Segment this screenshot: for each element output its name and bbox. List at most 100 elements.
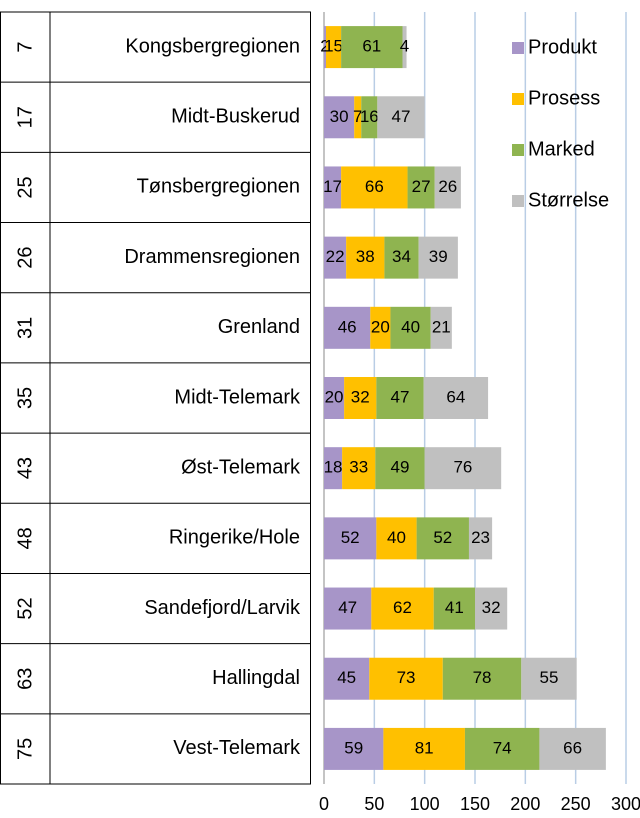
data-label: 20 xyxy=(325,387,344,406)
category-label: Drammensregionen xyxy=(124,246,300,268)
data-label: 26 xyxy=(438,177,457,196)
data-label: 17 xyxy=(323,177,342,196)
bar-segment xyxy=(376,377,424,419)
legend-swatch xyxy=(512,195,524,207)
legend-swatch xyxy=(512,93,524,105)
data-label: 73 xyxy=(397,668,416,687)
bar-segment xyxy=(324,306,371,349)
bar-segment xyxy=(383,727,465,770)
bar-segment xyxy=(342,447,376,490)
rank-label: 17 xyxy=(14,106,36,128)
bar-segment xyxy=(407,166,435,209)
data-label: 16 xyxy=(360,107,379,126)
data-label: 7 xyxy=(353,107,362,126)
data-label: 15 xyxy=(324,37,343,56)
data-label: 49 xyxy=(391,458,410,477)
bar-segment xyxy=(324,727,384,770)
data-label: 41 xyxy=(445,598,464,617)
category-label: Midt-Buskerud xyxy=(171,106,300,128)
bar-segment xyxy=(390,306,431,349)
data-label: 23 xyxy=(471,528,490,547)
table-border xyxy=(0,11,311,785)
data-label: 52 xyxy=(341,528,360,547)
bar-segment xyxy=(341,26,403,69)
data-label: 20 xyxy=(371,317,390,336)
rank-label: 7 xyxy=(14,42,36,53)
bar-segment xyxy=(324,657,370,700)
data-label: 40 xyxy=(387,528,406,547)
data-label: 81 xyxy=(415,738,434,757)
rank-label: 26 xyxy=(14,247,36,269)
data-label: 46 xyxy=(338,317,357,336)
bar-segment xyxy=(341,166,408,209)
data-label: 55 xyxy=(540,668,559,687)
bar-segment xyxy=(402,26,407,69)
data-label: 34 xyxy=(392,247,411,266)
bar-segment xyxy=(442,657,522,700)
data-label: 47 xyxy=(338,598,357,617)
data-label: 47 xyxy=(392,107,411,126)
legend-label: Størrelse xyxy=(528,189,609,211)
bar-segment xyxy=(416,517,469,560)
bar-segment xyxy=(324,587,372,630)
bar-segment xyxy=(324,447,343,490)
bar-segment xyxy=(464,727,540,770)
data-label: 32 xyxy=(482,598,501,617)
category-label: Grenland xyxy=(218,316,300,338)
category-label: Tønsbergregionen xyxy=(137,176,300,198)
bar-segment xyxy=(324,166,342,209)
x-tick-label: 300 xyxy=(611,794,640,814)
data-label: 61 xyxy=(362,37,381,56)
bar-segment xyxy=(324,96,355,139)
bar-segment xyxy=(375,447,425,490)
data-label: 76 xyxy=(453,458,472,477)
x-tick-label: 150 xyxy=(460,794,490,814)
data-label: 64 xyxy=(446,387,465,406)
data-label: 78 xyxy=(473,668,492,687)
bar-segment xyxy=(434,166,461,209)
legend-label: Marked xyxy=(528,138,595,160)
category-label: Vest-Telemark xyxy=(173,737,301,759)
legend-swatch xyxy=(512,144,524,156)
bar-segment xyxy=(376,517,417,560)
bar-segment xyxy=(423,377,489,419)
bar-segment xyxy=(430,306,452,349)
data-label: 4 xyxy=(400,37,409,56)
bar-segment xyxy=(370,306,391,349)
data-label: 30 xyxy=(330,107,349,126)
data-label: 45 xyxy=(337,668,356,687)
data-label: 27 xyxy=(412,177,431,196)
data-label: 47 xyxy=(391,387,410,406)
x-tick-label: 100 xyxy=(410,794,440,814)
bar-segment xyxy=(324,377,345,419)
data-label: 74 xyxy=(493,738,512,757)
data-label: 38 xyxy=(356,247,375,266)
bar-segment xyxy=(418,236,458,279)
category-label: Kongsbergregionen xyxy=(125,35,300,57)
data-label: 32 xyxy=(351,387,370,406)
bar-segment xyxy=(326,26,342,69)
bar-segment xyxy=(354,96,362,139)
bar-segment xyxy=(475,587,508,630)
data-label: 59 xyxy=(344,738,363,757)
x-tick-label: 0 xyxy=(319,794,329,814)
data-label: 22 xyxy=(326,247,345,266)
rank-label: 63 xyxy=(14,668,36,690)
bar-segment xyxy=(324,517,377,560)
bar-segment xyxy=(521,657,577,700)
bar-segment xyxy=(324,236,347,279)
rank-label: 43 xyxy=(14,457,36,479)
bar-segment xyxy=(539,727,606,770)
data-label: 18 xyxy=(324,458,343,477)
category-label: Ringerike/Hole xyxy=(169,527,300,549)
x-tick-label: 200 xyxy=(510,794,540,814)
bar-segment xyxy=(344,377,377,419)
rank-label: 31 xyxy=(14,317,36,339)
bar-segment xyxy=(324,26,327,69)
data-label: 21 xyxy=(432,317,451,336)
rank-label: 52 xyxy=(14,597,36,619)
bar-segment xyxy=(377,96,425,139)
bar-segment xyxy=(424,447,502,490)
data-label: 33 xyxy=(349,458,368,477)
